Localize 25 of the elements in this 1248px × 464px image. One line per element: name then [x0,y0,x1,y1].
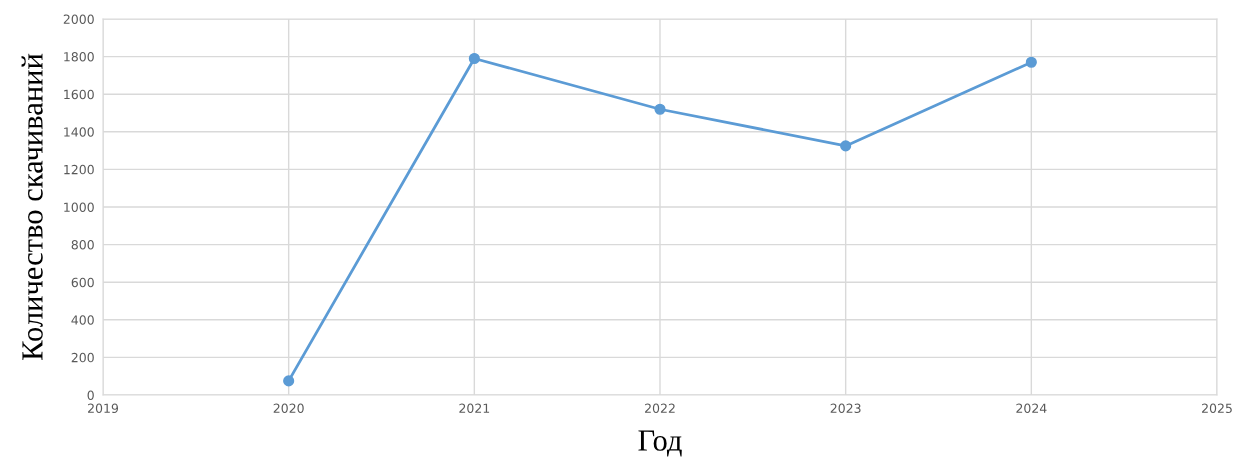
y-tick-label: 1600 [64,89,94,100]
x-tick-label: 2025 [1202,403,1232,414]
y-tick-label: 0 [87,390,94,400]
y-tick-label: 600 [71,277,94,288]
y-axis-title: Количество скачиваний [21,53,43,360]
point [468,52,480,65]
y-tick-label: 1800 [64,52,94,62]
x-tick-label: 2024 [1016,403,1047,414]
point [654,103,666,115]
y-tick-label: 2000 [63,14,94,24]
y-tick-label: 800 [71,240,94,250]
x-tick-label: 2019 [88,403,119,414]
x-tick-label: 2020 [273,403,304,414]
x-tick-label: 2021 [459,403,490,414]
point [840,140,852,152]
x-tick-label: 2022 [645,403,675,414]
y-tick-label: 200 [71,352,94,363]
point [283,375,295,387]
y-tick-label: 1200 [64,164,94,175]
x-tick-label: 2023 [830,403,861,414]
y-tick-label: 1400 [64,127,94,137]
x-axis-title: Год [638,430,682,457]
y-tick-label: 400 [71,315,94,325]
y-tick-label: 1000 [64,202,94,212]
point [1025,56,1037,68]
